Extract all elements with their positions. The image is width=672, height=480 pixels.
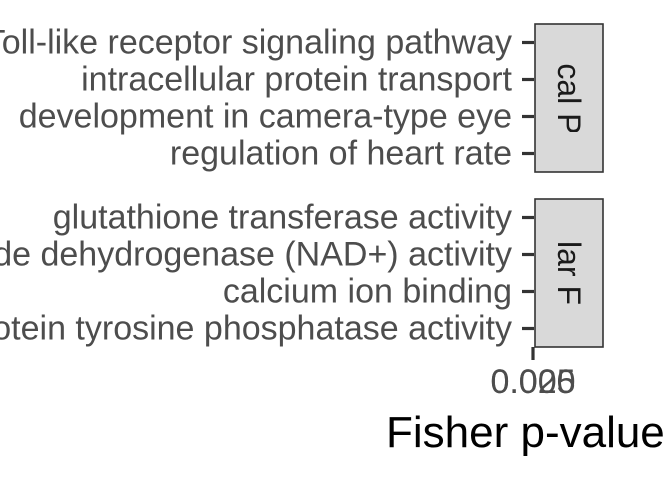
y-tick-label: protein tyrosine phosphatase activity [0,310,512,348]
facet-strip-label: Molecular Function [551,138,587,408]
y-tick-label: glutathione transferase activity [53,199,512,237]
y-tick-label: calcium ion binding [223,273,512,311]
x-tick-label: 0.000 [490,363,575,401]
facet-panels: Toll-like receptor signaling pathwayintr… [0,0,604,408]
y-tick-label: regulation of heart rate [170,135,512,173]
x-axis-title: Fisher p-value [386,408,665,457]
y-tick-label: development in camera-type eye [19,98,512,136]
x-tick-label: 0.025 [490,363,575,401]
facet-strip [534,23,604,173]
facet-strip [534,198,604,348]
facet-1: glutathione transferase activityaldehyde… [0,138,604,408]
y-tick-label: aldehyde dehydrogenase (NAD+) activity [0,236,512,274]
y-tick-label: Toll-like receptor signaling pathway [0,24,512,62]
facet-0: Toll-like receptor signaling pathwayintr… [0,0,604,229]
y-tick-label: intracellular protein transport [81,61,512,99]
facet-strip-label: Biological Process [551,0,587,229]
